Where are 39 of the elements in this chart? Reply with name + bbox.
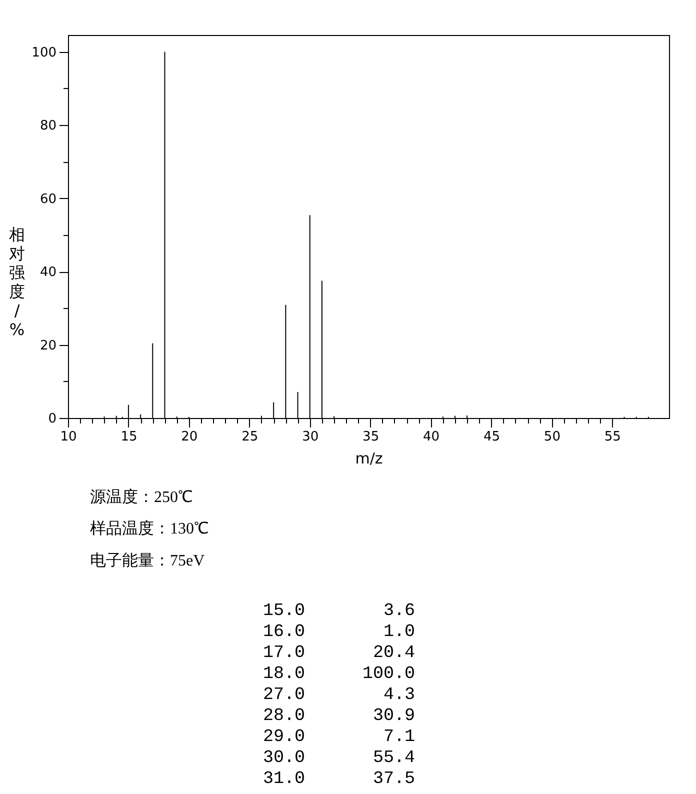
x-axis-title: m/z [355,450,383,468]
text: 28.0 [262,706,305,726]
x-tick-label: 15 [120,430,138,444]
text: 源温度：250℃ [90,488,193,506]
text: 7.1 [383,727,415,747]
x-tick-label: 35 [362,430,380,444]
x-tick-label: 30 [302,430,319,444]
x-tick-label: 50 [544,430,560,444]
x-tick-label: 25 [242,430,258,444]
text: 16.0 [262,622,305,642]
x-tick-label: 10 [60,430,77,444]
text: 3.6 [383,601,415,621]
text: 31.0 [262,769,305,789]
x-tick-label: 45 [483,430,500,444]
x-tick-label: 20 [181,430,198,444]
x-tick-label: 55 [604,430,621,444]
text: 30.0 [262,748,305,768]
text: 4.3 [383,685,415,705]
text: 100.0 [362,664,415,684]
text: 27.0 [262,685,305,705]
x-tick-label: 40 [423,430,440,444]
y-tick-label: 0 [48,412,56,426]
y-tick-label: 100 [32,45,56,60]
text: 37.5 [372,769,415,789]
y-tick-label: 20 [40,338,56,354]
text: 1.0 [383,622,415,642]
text: 20.4 [372,643,415,663]
text: 电子能量：75eV [90,551,206,570]
y-tick-label: 60 [40,192,56,207]
y-tick-label: 40 [40,265,56,280]
text: 17.0 [262,643,305,663]
text: 样品温度：130℃ [90,520,209,538]
text: 55.4 [372,748,415,768]
text: 15.0 [262,601,305,621]
text: 18.0 [262,664,305,684]
text: 29.0 [262,727,305,747]
text: 30.9 [372,706,415,726]
y-tick-label: 80 [40,118,56,134]
y-axis-title: 相对强度/% [9,225,25,339]
